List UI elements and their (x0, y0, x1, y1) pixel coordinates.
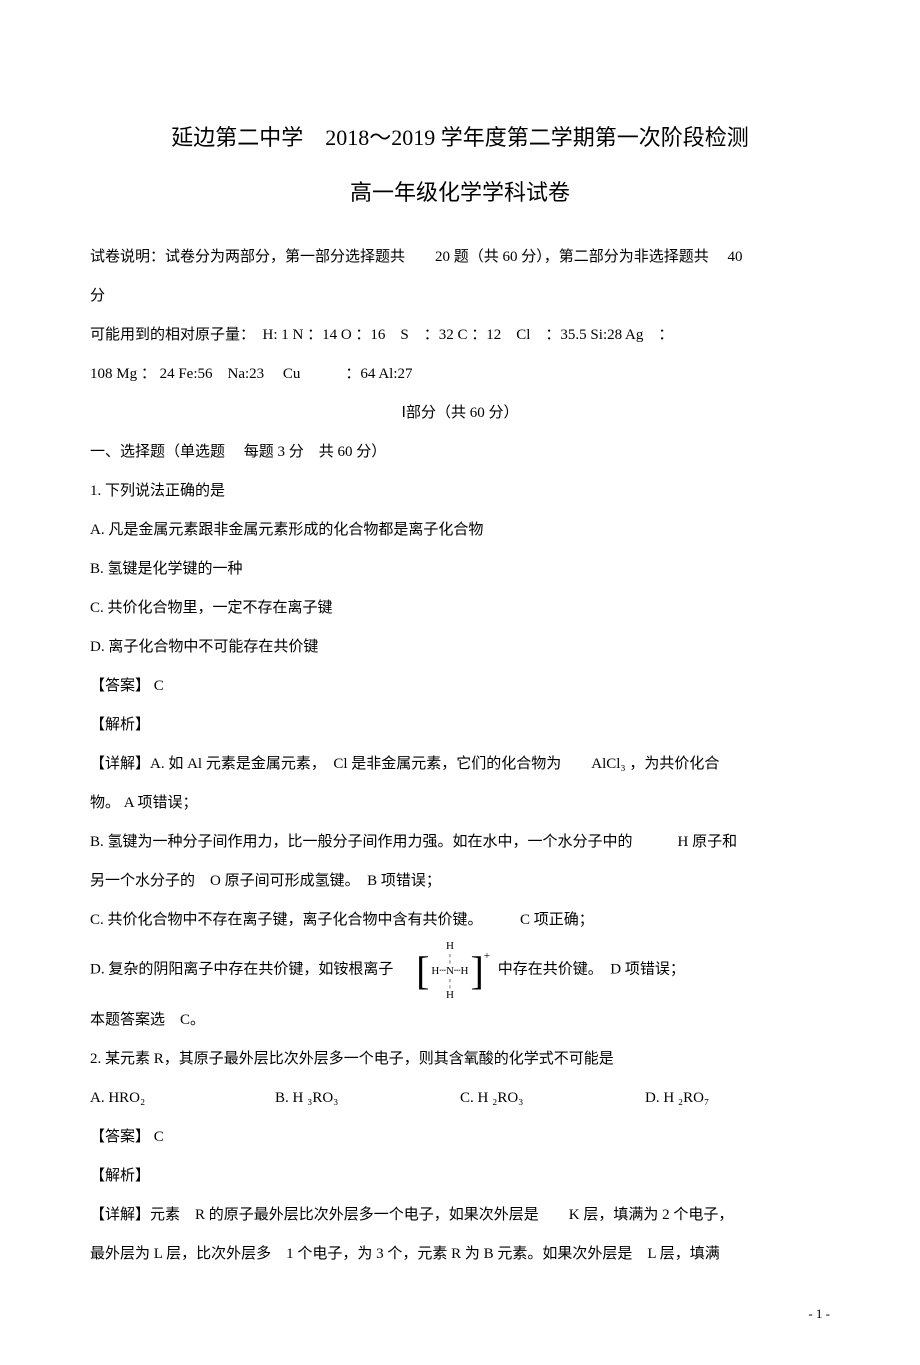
q1-option-b: B. 氢键是化学键的一种 (90, 550, 830, 589)
q2-detail: 【详解】元素 R 的原子最外层比次外层多一个电子，如果次外层是 K 层，填满为 … (90, 1196, 830, 1235)
q1-detail-d-post: 中存在共价键。 D 项错误； (498, 962, 685, 978)
q1-explain-label: 【解析】 (90, 706, 830, 745)
nh4-structure: H ¦ H┄N┄H ¦ H (429, 940, 470, 1000)
intro-line-4: 108 Mg ： 24 Fe:56 Na:23 Cu ：64 Al:27 (90, 355, 830, 394)
q1-detail-a: 【详解】A. 如 Al 元素是金属元素， Cl 是非金属元素，它们的化合物为 A… (90, 745, 830, 784)
q2-answer: 【答案】 C (90, 1118, 830, 1157)
intro-line-2: 分 (90, 277, 830, 316)
intro-line-3: 可能用到的相对原子量： H: 1 N ：14 O ：16 S ：32 C ：12… (90, 316, 830, 355)
q1-conclusion: 本题答案选 C。 (90, 1001, 830, 1040)
q2-detail2: 最外层为 L 层，比次外层多 1 个电子，为 3 个，元素 R 为 B 元素。如… (90, 1235, 830, 1274)
title-main: 延边第二中学 2018～2019 学年度第二学期第一次阶段检测 (90, 120, 830, 155)
page-number: - 1 - (90, 1304, 830, 1325)
q2-option-b: B. H ₃RO₃ (275, 1079, 460, 1118)
choice-header: 一、选择题（单选题 每题 3 分 共 60 分） (90, 433, 830, 472)
q1-answer: 【答案】 C (90, 667, 830, 706)
q2-option-d: D. H ₂RO₇ (645, 1079, 830, 1118)
section-header: Ⅰ部分（共 60 分） (90, 394, 830, 433)
q1-option-d: D. 离子化合物中不可能存在共价键 (90, 628, 830, 667)
q1-detail-b: B. 氢键为一种分子间作用力，比一般分子间作用力强。如在水中，一个水分子中的 H… (90, 823, 830, 862)
q1-detail-c: C. 共价化合物中不存在离子键，离子化合物中含有共价键。 C 项正确； (90, 901, 830, 940)
q2-options-row: A. HRO₂ B. H ₃RO₃ C. H ₂RO₃ D. H ₂RO₇ (90, 1079, 830, 1118)
q2-stem: 2. 某元素 R，其原子最外层比次外层多一个电子，则其含氧酸的化学式不可能是 (90, 1040, 830, 1079)
nh4-formula: [ H ¦ H┄N┄H ¦ H ] + (416, 940, 490, 1000)
q1-detail-b2: 另一个水分子的 O 原子间可形成氢键。 B 项错误； (90, 862, 830, 901)
q1-option-c: C. 共价化合物里，一定不存在离子键 (90, 589, 830, 628)
intro-line-1: 试卷说明：试卷分为两部分，第一部分选择题共 20 题（共 60 分），第二部分为… (90, 238, 830, 277)
q1-detail-d-pre: D. 复杂的阴阳离子中存在共价键，如铵根离子 (90, 962, 408, 978)
q2-option-c: C. H ₂RO₃ (460, 1079, 645, 1118)
q1-detail-d: D. 复杂的阴阳离子中存在共价键，如铵根离子 [ H ¦ H┄N┄H ¦ H ]… (90, 940, 830, 1000)
q2-option-a: A. HRO₂ (90, 1079, 275, 1118)
title-sub: 高一年级化学学科试卷 (90, 175, 830, 210)
q1-detail-a2: 物。 A 项错误； (90, 784, 830, 823)
plus-charge: + (484, 942, 490, 971)
q1-stem: 1. 下列说法正确的是 (90, 472, 830, 511)
q2-explain-label: 【解析】 (90, 1157, 830, 1196)
bracket-left-icon: [ (416, 951, 429, 991)
q1-option-a: A. 凡是金属元素跟非金属元素形成的化合物都是离子化合物 (90, 511, 830, 550)
bracket-right-icon: ] (471, 951, 484, 991)
